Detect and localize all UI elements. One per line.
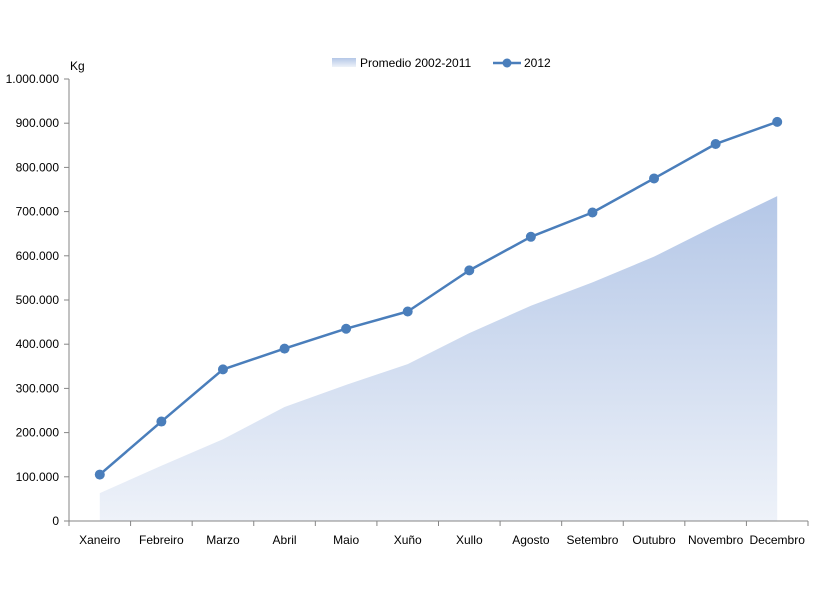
legend-label-2012: 2012	[524, 56, 551, 70]
legend-label-average: Promedio 2002-2011	[360, 56, 472, 70]
y-tick-label: 1.000.000	[6, 72, 60, 86]
y-tick-label: 700.000	[16, 205, 60, 219]
y-tick-label: 300.000	[16, 381, 60, 395]
legend: Promedio 2002-2011 2012	[332, 56, 551, 70]
data-point-2012	[710, 138, 721, 149]
x-tick-label: Xaneiro	[79, 533, 121, 547]
data-point-2012	[772, 116, 783, 127]
y-tick-label: 400.000	[16, 337, 60, 351]
line-series-2012	[98, 120, 778, 476]
x-tick-label: Setembro	[566, 533, 618, 547]
x-tick-label: Agosto	[512, 533, 550, 547]
x-tick-label: Febreiro	[139, 533, 184, 547]
y-tick-label: 200.000	[16, 426, 60, 440]
x-tick-label: Xullo	[456, 533, 483, 547]
y-tick-label: 600.000	[16, 249, 60, 263]
y-tick-label: 800.000	[16, 160, 60, 174]
data-point-2012	[587, 207, 598, 218]
data-point-2012	[402, 306, 413, 317]
x-tick-label: Outubro	[632, 533, 676, 547]
plot-area: 0 100.000 200.000 300.000 400.000 500.000 600.…	[6, 72, 809, 547]
y-tick-label: 900.000	[16, 116, 60, 130]
legend-swatch-average	[332, 58, 356, 67]
area-series-average	[99, 196, 778, 521]
data-point-2012	[464, 265, 475, 276]
x-tick-label: Novembro	[688, 533, 744, 547]
y-tick-label: 100.000	[16, 470, 60, 484]
data-point-2012	[341, 323, 352, 334]
y-axis-unit-label: Kg	[70, 59, 85, 73]
x-tick-label: Xuño	[394, 533, 422, 547]
y-tick-label: 500.000	[16, 293, 60, 307]
x-tick-label: Decembro	[750, 533, 806, 547]
x-tick-label: Maio	[333, 533, 359, 547]
data-point-2012	[217, 364, 228, 375]
data-point-2012	[649, 173, 660, 184]
x-tick-label: Abril	[273, 533, 297, 547]
y-tick-label: 0	[52, 514, 59, 528]
data-point-2012	[156, 416, 167, 427]
data-point-2012	[525, 231, 536, 242]
legend-marker-2012	[502, 58, 512, 68]
data-point-2012	[94, 469, 105, 480]
x-tick-label: Marzo	[206, 533, 240, 547]
data-point-2012	[279, 343, 290, 354]
